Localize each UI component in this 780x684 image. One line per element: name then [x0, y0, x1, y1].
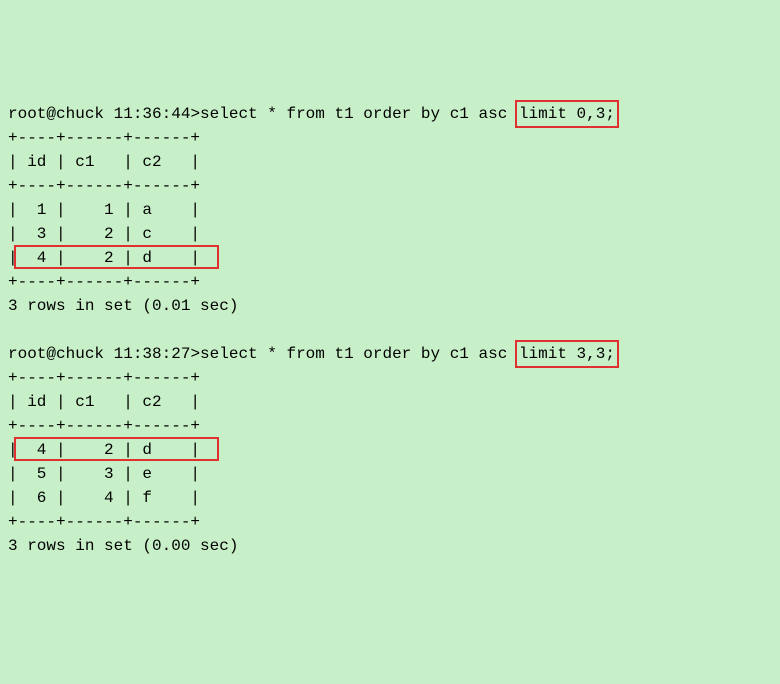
prompt-sep: >	[190, 105, 200, 123]
table-row: | 1 | 1 | a |	[8, 198, 772, 222]
row-highlight-box	[14, 245, 219, 269]
row-highlight-box	[14, 437, 219, 461]
sql-text: select * from t1 order by c1 asc	[200, 345, 517, 363]
query1-prompt-line: root@chuck 11:36:44>select * from t1 ord…	[8, 102, 772, 126]
table-separator: +----+------+------+	[8, 270, 772, 294]
prompt-sep: >	[190, 345, 200, 363]
table-header: | id | c1 | c2 |	[8, 390, 772, 414]
query2-prompt-line: root@chuck 11:38:27>select * from t1 ord…	[8, 342, 772, 366]
result-footer: 3 rows in set (0.01 sec)	[8, 294, 772, 318]
prompt-time: 11:38:27	[114, 345, 191, 363]
table-separator: +----+------+------+	[8, 414, 772, 438]
table-row: | 4 | 2 | d |	[8, 246, 772, 270]
table-header: | id | c1 | c2 |	[8, 150, 772, 174]
table-row: | 3 | 2 | c |	[8, 222, 772, 246]
table-separator: +----+------+------+	[8, 174, 772, 198]
table-separator: +----+------+------+	[8, 366, 772, 390]
sql-limit-highlight: limit 3,3;	[515, 340, 619, 368]
table-separator: +----+------+------+	[8, 510, 772, 534]
prompt-time: 11:36:44	[114, 105, 191, 123]
sql-limit-highlight: limit 0,3;	[515, 100, 619, 128]
terminal-output: root@chuck 11:36:44>select * from t1 ord…	[8, 102, 772, 558]
sql-text: select * from t1 order by c1 asc	[200, 105, 517, 123]
prompt-user: root@chuck	[8, 345, 104, 363]
table-row: | 5 | 3 | e |	[8, 462, 772, 486]
table-row: | 4 | 2 | d |	[8, 438, 772, 462]
prompt-user: root@chuck	[8, 105, 104, 123]
blank-line	[8, 318, 772, 342]
result-footer: 3 rows in set (0.00 sec)	[8, 534, 772, 558]
table-separator: +----+------+------+	[8, 126, 772, 150]
table-row: | 6 | 4 | f |	[8, 486, 772, 510]
